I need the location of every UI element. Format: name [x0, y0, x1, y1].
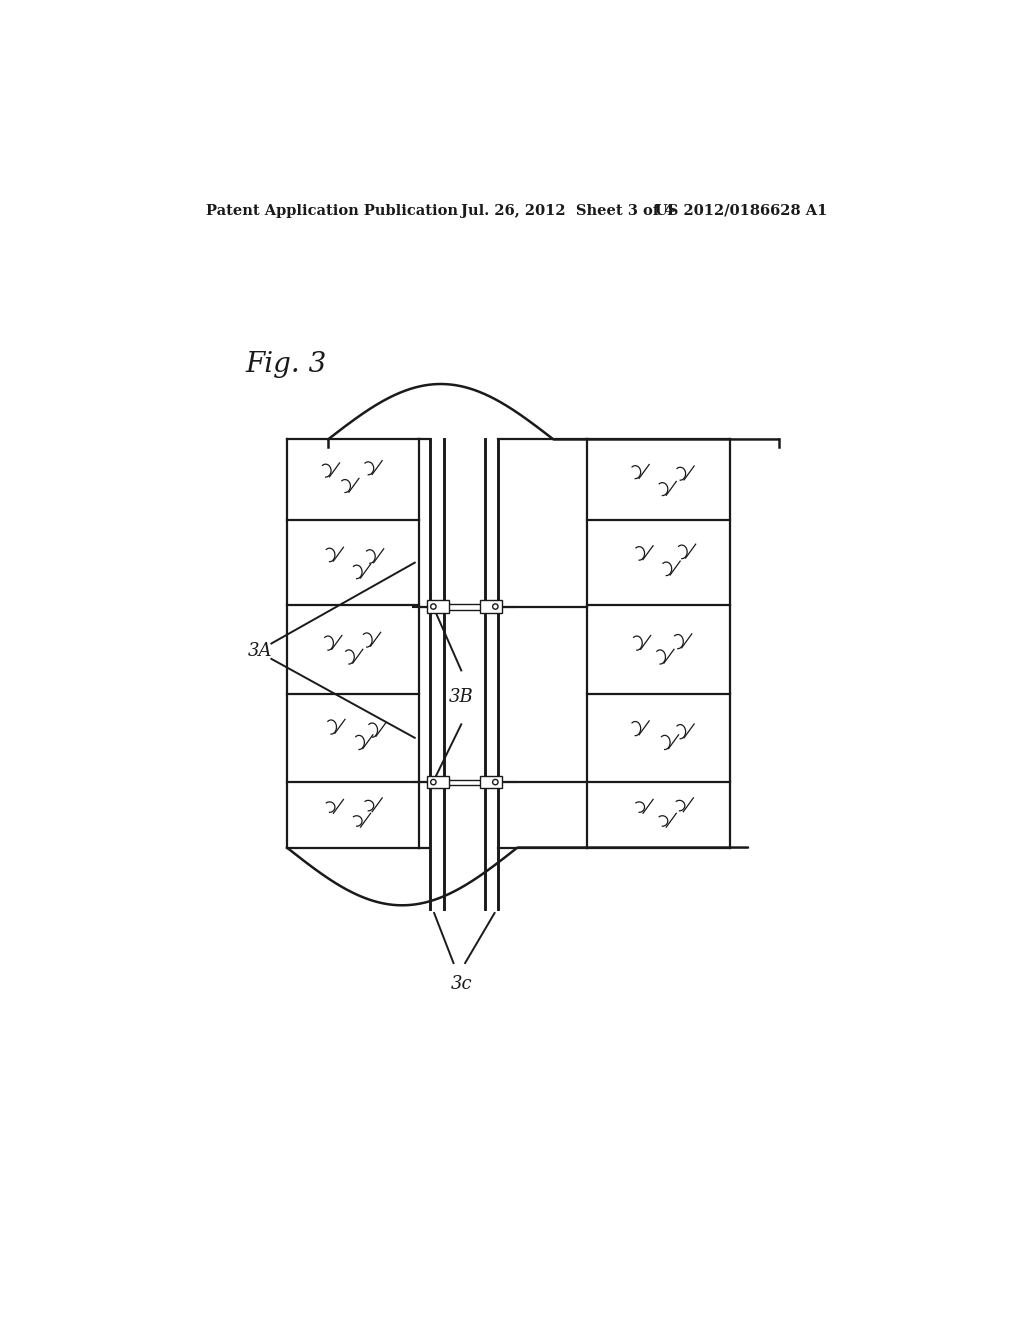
Bar: [427, 776, 449, 788]
Circle shape: [431, 603, 436, 610]
Bar: [480, 601, 502, 612]
Circle shape: [493, 603, 498, 610]
Bar: [444, 605, 484, 610]
Bar: [444, 780, 484, 785]
Text: Patent Application Publication: Patent Application Publication: [206, 203, 458, 218]
Text: 3B: 3B: [449, 689, 474, 706]
Text: US 2012/0186628 A1: US 2012/0186628 A1: [655, 203, 827, 218]
Circle shape: [493, 779, 498, 785]
Bar: [480, 776, 502, 788]
Circle shape: [431, 779, 436, 785]
Text: Fig. 3: Fig. 3: [246, 351, 327, 379]
Text: 3c: 3c: [451, 974, 472, 993]
Bar: [427, 601, 449, 612]
Text: 3A: 3A: [248, 643, 272, 660]
Text: Jul. 26, 2012  Sheet 3 of 4: Jul. 26, 2012 Sheet 3 of 4: [461, 203, 675, 218]
